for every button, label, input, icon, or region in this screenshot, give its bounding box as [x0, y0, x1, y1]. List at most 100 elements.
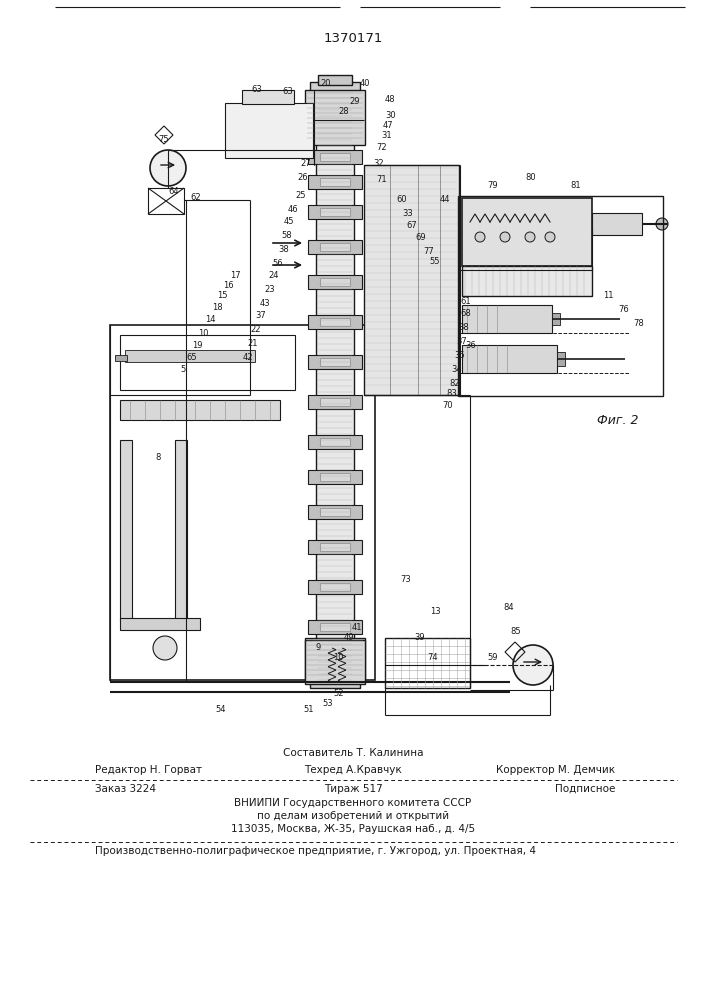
- Text: 71: 71: [376, 176, 387, 184]
- Bar: [320, 438, 350, 446]
- Bar: [385, 638, 470, 688]
- Text: 65: 65: [186, 354, 197, 362]
- Bar: [110, 325, 375, 680]
- Text: 83: 83: [446, 388, 457, 397]
- Bar: [320, 473, 350, 481]
- Bar: [308, 150, 362, 164]
- Text: 35: 35: [454, 352, 464, 360]
- Text: 20: 20: [320, 79, 330, 88]
- Bar: [242, 90, 294, 104]
- Text: 47: 47: [383, 120, 394, 129]
- Bar: [364, 165, 459, 395]
- Bar: [462, 198, 592, 266]
- Bar: [557, 352, 565, 366]
- Bar: [308, 240, 362, 254]
- Text: 55: 55: [429, 257, 440, 266]
- Bar: [308, 505, 362, 519]
- Text: 30: 30: [385, 110, 396, 119]
- Text: по делам изобретений и открытий: по делам изобретений и открытий: [257, 811, 449, 821]
- Text: 5: 5: [180, 365, 185, 374]
- Bar: [318, 75, 352, 85]
- Bar: [308, 470, 362, 484]
- Bar: [458, 196, 663, 396]
- Text: Техред А.Кравчук: Техред А.Кравчук: [304, 765, 402, 775]
- Text: 8: 8: [155, 454, 160, 462]
- Text: Заказ 3224: Заказ 3224: [95, 784, 156, 794]
- Bar: [125, 350, 255, 362]
- Text: 29: 29: [349, 98, 359, 106]
- Text: 68: 68: [460, 310, 471, 318]
- Text: 22: 22: [250, 326, 260, 334]
- Circle shape: [525, 232, 535, 242]
- Text: 36: 36: [465, 340, 476, 350]
- Bar: [308, 580, 362, 594]
- Text: 38: 38: [278, 245, 288, 254]
- Circle shape: [150, 150, 186, 186]
- Text: 80: 80: [525, 174, 536, 182]
- Text: 25: 25: [295, 190, 305, 200]
- Bar: [308, 175, 362, 189]
- Text: 38: 38: [458, 324, 469, 332]
- Circle shape: [153, 636, 177, 660]
- Bar: [175, 440, 187, 620]
- Text: 64: 64: [168, 188, 179, 196]
- Text: 58: 58: [281, 232, 291, 240]
- Bar: [462, 266, 592, 296]
- Text: Корректор М. Демчик: Корректор М. Демчик: [496, 765, 615, 775]
- Text: 59: 59: [487, 654, 498, 662]
- Text: 46: 46: [288, 206, 298, 215]
- Text: ВНИИПИ Государственного комитета СССР: ВНИИПИ Государственного комитета СССР: [235, 798, 472, 808]
- Text: 43: 43: [260, 300, 271, 308]
- Text: 39: 39: [414, 634, 425, 643]
- Text: 18: 18: [212, 304, 223, 312]
- Bar: [552, 313, 560, 325]
- Text: 49: 49: [344, 634, 354, 643]
- Text: 37: 37: [255, 312, 266, 320]
- Text: Подписное: Подписное: [554, 784, 615, 794]
- Text: 53: 53: [322, 698, 332, 708]
- Text: 17: 17: [230, 270, 240, 279]
- Bar: [320, 278, 350, 286]
- Text: 61: 61: [460, 298, 471, 306]
- Bar: [320, 543, 350, 551]
- Text: 75: 75: [158, 135, 169, 144]
- Bar: [305, 90, 365, 145]
- Text: 72: 72: [376, 143, 387, 152]
- Bar: [462, 345, 557, 373]
- Bar: [308, 435, 362, 449]
- Text: 73: 73: [400, 576, 411, 584]
- Text: 15: 15: [217, 290, 228, 300]
- Text: 74: 74: [427, 654, 438, 662]
- Text: 14: 14: [205, 316, 216, 324]
- Text: 52: 52: [333, 690, 344, 698]
- Bar: [320, 178, 350, 186]
- Text: 34: 34: [451, 365, 462, 374]
- Text: 23: 23: [264, 286, 274, 294]
- Text: 78: 78: [633, 320, 644, 328]
- Text: 113035, Москва, Ж-35, Раушская наб., д. 4/5: 113035, Москва, Ж-35, Раушская наб., д. …: [231, 824, 475, 834]
- Text: 40: 40: [360, 79, 370, 88]
- Bar: [120, 440, 132, 620]
- Bar: [592, 213, 642, 235]
- Bar: [115, 355, 127, 361]
- Bar: [320, 318, 350, 326]
- Bar: [310, 82, 360, 94]
- Text: 54: 54: [215, 706, 226, 714]
- Text: 10: 10: [198, 328, 209, 338]
- Text: 51: 51: [303, 706, 313, 714]
- Circle shape: [513, 645, 553, 685]
- Text: 42: 42: [243, 353, 254, 361]
- Text: 77: 77: [423, 247, 434, 256]
- Text: 28: 28: [338, 107, 349, 116]
- Text: 32: 32: [373, 158, 384, 167]
- Bar: [320, 358, 350, 366]
- Bar: [305, 638, 365, 680]
- Text: 26: 26: [297, 174, 308, 182]
- Text: 85: 85: [510, 628, 520, 637]
- Text: 44: 44: [440, 196, 450, 205]
- Text: 67: 67: [406, 221, 416, 230]
- Bar: [120, 618, 200, 630]
- Text: Редактор Н. Горват: Редактор Н. Горват: [95, 765, 202, 775]
- Text: 60: 60: [396, 196, 407, 205]
- Text: 27: 27: [300, 158, 310, 167]
